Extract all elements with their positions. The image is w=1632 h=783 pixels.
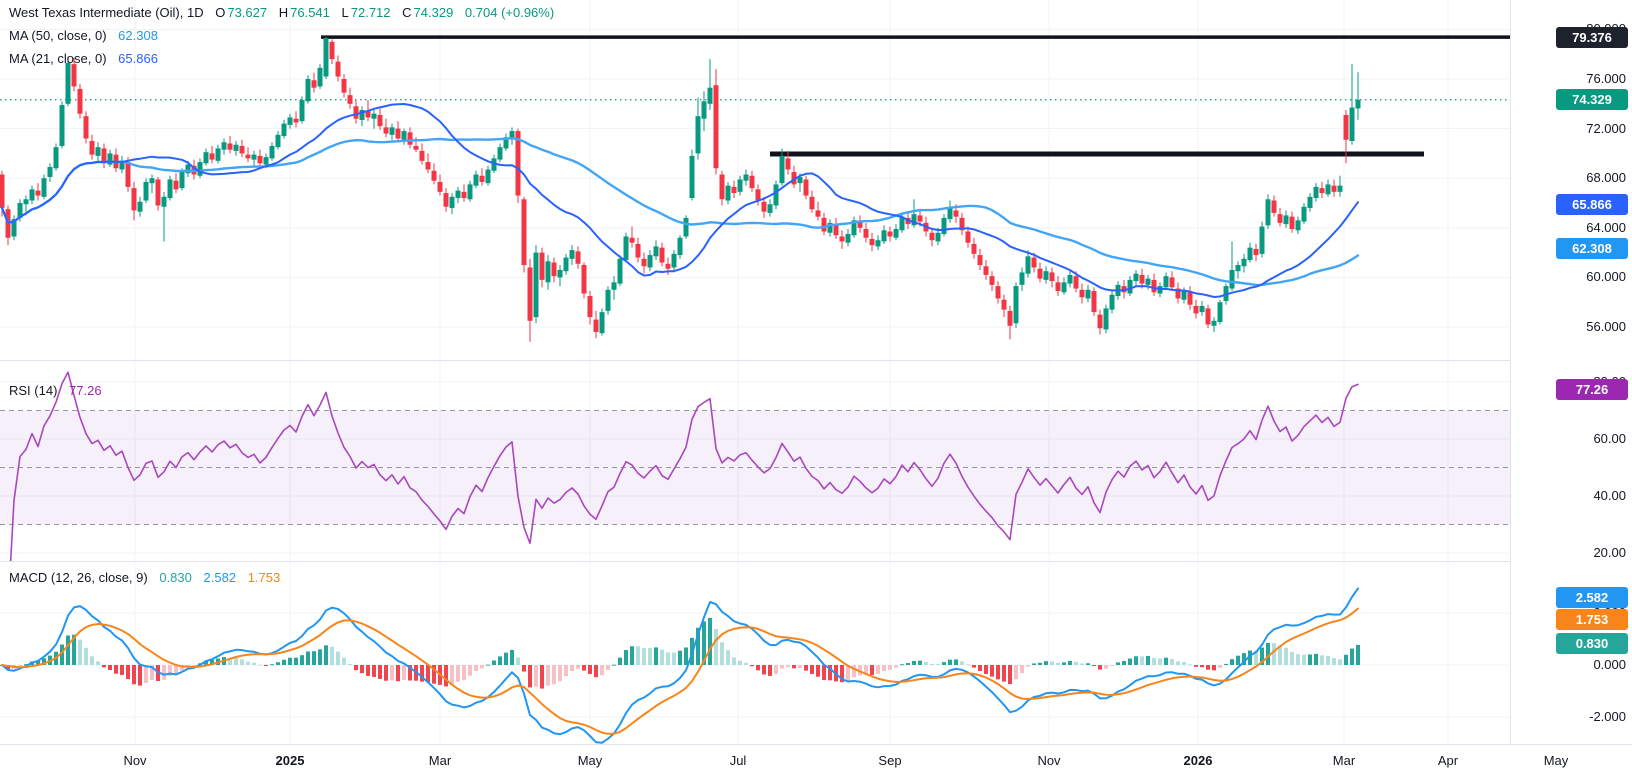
price-tick-64.000: 64.000	[1586, 219, 1626, 235]
time-scale-axis[interactable]	[0, 744, 1632, 783]
ma21-label: MA (21, close, 0)	[9, 51, 107, 66]
time-label-Jul: Jul	[729, 753, 747, 768]
rsi-pane	[0, 371, 1510, 561]
level-79.376-badge: 79.376	[1556, 26, 1628, 48]
rsi-tick-60.00: 60.00	[1593, 431, 1626, 446]
time-label-Sep: Sep	[878, 753, 902, 768]
open-label: O	[215, 5, 226, 20]
symbol-title: West Texas Intermediate (Oil), 1D	[9, 5, 204, 20]
rsi-value-badge: 77.26	[1556, 379, 1628, 401]
close-label: C	[402, 5, 412, 20]
ma50-value-badge: 62.308	[1556, 238, 1628, 260]
rsi-value: 77.26	[69, 383, 102, 398]
ma50-line	[0, 136, 1360, 287]
macd-label: MACD (12, 26, close, 9)	[9, 570, 148, 585]
time-label-Mar: Mar	[428, 753, 452, 768]
ma50-legend-row[interactable]: MA (50, close, 0) 62.308	[9, 28, 158, 43]
low-value: 72.712	[350, 5, 391, 20]
ma21-line	[1, 103, 1359, 298]
macd-hist-badge: 0.830	[1556, 632, 1628, 654]
low-label: L	[341, 5, 349, 20]
rsi-tick-40.00: 40.00	[1593, 488, 1626, 503]
macd-signal-line	[1, 607, 1359, 735]
high-label: H	[278, 5, 289, 20]
change-value: 0.704 (+0.96%)	[464, 5, 555, 20]
macd-signal-badge: 1.753	[1556, 608, 1628, 630]
macd-tick-0.000: 0.000	[1593, 657, 1626, 672]
macd-hist-value: 0.830	[159, 570, 192, 585]
time-label-Apr: Apr	[1437, 753, 1459, 768]
rsi-label: RSI (14)	[9, 383, 58, 398]
ma21-value-badge: 65.866	[1556, 194, 1628, 216]
macd-tick--2.000: -2.000	[1589, 709, 1626, 724]
time-label-Mar: Mar	[1332, 753, 1356, 768]
price-tick-60.000: 60.000	[1586, 269, 1626, 285]
time-label-Nov: Nov	[123, 753, 147, 768]
price-tick-72.000: 72.000	[1586, 120, 1626, 136]
symbol-legend-row[interactable]: West Texas Intermediate (Oil), 1D O 73.62…	[9, 5, 554, 20]
macd-line	[1, 587, 1359, 744]
ma21-legend-row[interactable]: MA (21, close, 0) 65.866	[9, 51, 158, 66]
rsi-line	[9, 371, 1359, 561]
candles-series	[0, 36, 1361, 342]
last-close-badge: 74.329	[1556, 89, 1628, 111]
time-label-2026: 2026	[1183, 753, 1213, 768]
close-value: 74.329	[413, 5, 454, 20]
macd-line-value: 2.582	[203, 570, 237, 585]
rsi-legend-row[interactable]: RSI (14) 77.26	[9, 383, 102, 398]
ma21-value: 65.866	[118, 51, 158, 66]
macd-signal-value: 1.753	[247, 570, 281, 585]
macd-legend-row[interactable]: MACD (12, 26, close, 9) 0.830 2.582 1.75…	[9, 570, 280, 585]
price-pane	[0, 35, 1510, 157]
ma50-value: 62.308	[118, 28, 158, 43]
price-tick-56.000: 56.000	[1586, 319, 1626, 334]
ma50-label: MA (50, close, 0)	[9, 28, 107, 43]
high-value: 76.541	[290, 5, 330, 20]
rsi-tick-20.00: 20.00	[1593, 545, 1626, 560]
price-tick-76.000: 76.000	[1586, 71, 1626, 86]
macd-pane	[0, 587, 1360, 744]
time-label-May: May	[1543, 753, 1569, 768]
price-tick-68.000: 68.000	[1586, 170, 1626, 186]
open-value: 73.627	[227, 5, 268, 20]
macd-line-badge: 2.582	[1556, 587, 1628, 609]
time-label-2025: 2025	[275, 753, 305, 768]
time-label-May: May	[577, 753, 603, 768]
time-label-Nov: Nov	[1037, 753, 1061, 768]
